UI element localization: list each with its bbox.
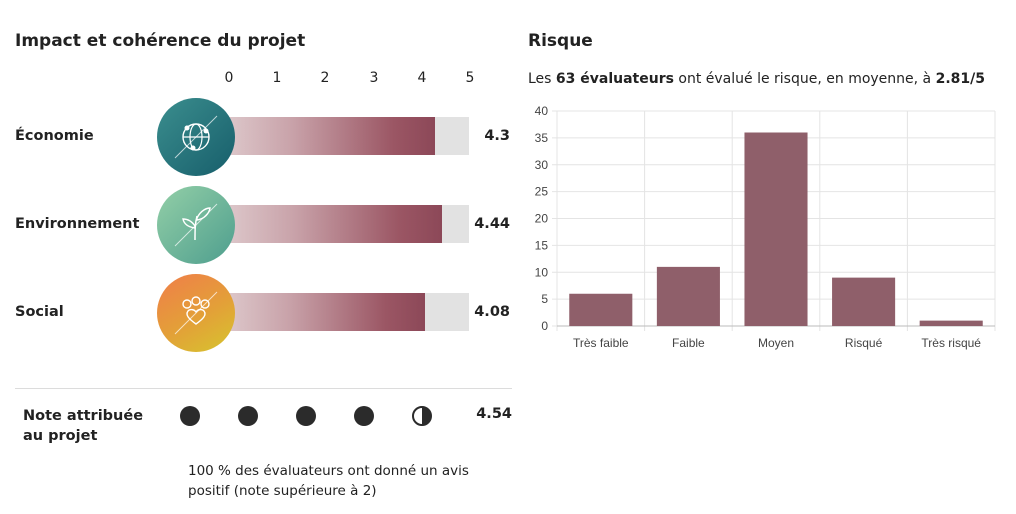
scale-tick: 1 [272, 70, 282, 86]
y-tick-label: 15 [535, 238, 549, 252]
risk-average: 2.81/5 [935, 71, 985, 87]
rating-dot-half-icon [412, 406, 432, 426]
row-label: Social [15, 304, 64, 320]
bar-moyen [744, 132, 808, 326]
score-bar-fill [229, 205, 443, 243]
rating-label-line1: Note attribuée [23, 408, 144, 424]
impact-section-title: Impact et cohérence du projet [15, 31, 306, 51]
bar-tres-faible [569, 293, 633, 326]
row-label: Économie [15, 128, 94, 144]
rating-dot-full-icon [354, 406, 374, 426]
bar-risque [832, 277, 896, 326]
row-score: 4.3 [484, 128, 510, 144]
scale-tick: 4 [417, 70, 427, 86]
people-heart-icon [157, 274, 235, 352]
scale-tick: 5 [465, 70, 475, 86]
scale-tick: 2 [320, 70, 330, 86]
rating-summary-line1: 100 % des évaluateurs ont donné un avis [188, 463, 469, 479]
bar-tres-risque [919, 320, 983, 326]
bar-faible [656, 266, 720, 326]
rating-dot-full-icon [238, 406, 258, 426]
y-tick-label: 25 [535, 185, 549, 199]
rating-dot-full-icon [296, 406, 316, 426]
row-score: 4.08 [474, 304, 510, 320]
score-bar-fill [229, 117, 436, 155]
y-tick-label: 0 [541, 319, 548, 333]
leaf-sprout-icon [157, 186, 235, 264]
risk-subtitle-pre: Les [528, 71, 556, 87]
y-tick-label: 35 [535, 131, 549, 145]
score-bar-track [229, 117, 469, 155]
risk-evaluator-count: 63 évaluateurs [555, 71, 674, 87]
x-tick-label: Risqué [845, 336, 883, 350]
x-tick-label: Moyen [758, 336, 794, 350]
risk-section-title: Risque [528, 31, 593, 51]
globe-network-icon [157, 98, 235, 176]
rating-summary: 100 % des évaluateurs ont donné un avis … [188, 461, 469, 501]
score-bar-track [229, 293, 469, 331]
y-tick-label: 5 [541, 292, 548, 306]
score-bar-fill [229, 293, 425, 331]
risk-subtitle-mid: ont évalué le risque, en moyenne, à [673, 71, 936, 87]
row-score: 4.44 [474, 216, 510, 232]
y-tick-label: 30 [535, 158, 549, 172]
scale-tick: 0 [224, 70, 234, 86]
rating-label-line2: au projet [23, 428, 98, 444]
row-label: Environnement [15, 216, 140, 232]
x-tick-label: Très risqué [921, 336, 981, 350]
y-tick-label: 20 [535, 212, 549, 226]
rating-dot-full-icon [180, 406, 200, 426]
rating-summary-line2: positif (note supérieure à 2) [188, 483, 377, 499]
x-tick-label: Très faible [573, 336, 629, 350]
risk-bar-chart: 0 5 10 15 20 25 30 35 40 Très faible Faible Moyen Ri… [535, 104, 996, 350]
y-tick-label: 10 [535, 265, 549, 279]
x-tick-label: Faible [672, 336, 705, 350]
divider [15, 388, 512, 389]
score-bar-track [229, 205, 469, 243]
scale-tick: 3 [369, 70, 379, 86]
rating-label: Note attribuée au projet [23, 406, 143, 446]
rating-score: 4.54 [476, 406, 512, 422]
y-tick-label: 40 [535, 104, 549, 118]
risk-subtitle: Les 63 évaluateurs ont évalué le risque,… [528, 71, 985, 87]
